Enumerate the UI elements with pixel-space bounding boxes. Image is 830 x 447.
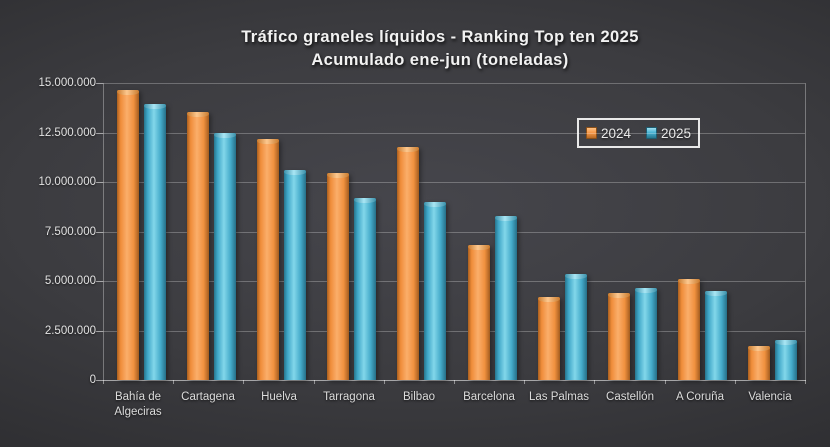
chart-title: Tráfico graneles líquidos - Ranking Top … — [50, 26, 830, 72]
gridline — [103, 133, 805, 134]
legend-label: 2025 — [661, 125, 692, 141]
bar-top-highlight — [565, 274, 587, 280]
bar-2024-barcelona — [468, 245, 490, 380]
bar-2025-bilbao — [424, 201, 446, 380]
gridline — [103, 182, 805, 183]
bar-top-highlight — [678, 279, 700, 284]
legend-marker-icon — [585, 127, 597, 139]
bar-top-highlight — [144, 103, 166, 109]
gridline — [103, 281, 805, 282]
chart-title-line2: Acumulado ene-jun (toneladas) — [311, 51, 569, 69]
gridline — [103, 232, 805, 233]
y-axis-label: 5.000.000 — [44, 275, 96, 287]
x-axis-tick — [594, 380, 595, 384]
x-axis-tick — [735, 380, 736, 384]
y-axis-label: 12.500.000 — [38, 127, 96, 139]
y-axis-tick — [96, 331, 103, 332]
bar-2025-valencia — [775, 340, 797, 380]
x-axis-tick — [314, 380, 315, 384]
x-axis-label: Castellón — [606, 391, 654, 403]
bar-2024-huelva — [257, 139, 279, 380]
bar-top-highlight — [538, 296, 560, 302]
bar-2025-cartagena — [214, 132, 236, 380]
bar-2025-tarragona — [354, 197, 376, 380]
y-axis-label: 15.000.000 — [38, 77, 96, 89]
x-axis-label: Valencia — [748, 391, 792, 403]
legend: 2024 2025 — [577, 118, 700, 148]
x-axis-line — [103, 380, 806, 381]
x-axis-tick — [243, 380, 244, 384]
x-axis-tick — [805, 380, 806, 384]
y-axis-label: 7.500.000 — [44, 226, 96, 238]
y-axis-tick — [96, 133, 103, 134]
bar-2025-las-palmas — [565, 274, 587, 380]
x-axis-label: Huelva — [261, 391, 297, 403]
legend-label: 2024 — [600, 125, 631, 141]
bar-top-highlight — [705, 290, 727, 296]
bar-2024-castellón — [608, 292, 630, 380]
chart-title-line1: Tráfico graneles líquidos - Ranking Top … — [241, 28, 639, 46]
bar-2025-bahía-de-algeciras — [144, 103, 166, 380]
x-axis-label: Barcelona — [463, 391, 515, 403]
bar-2024-las-palmas — [538, 296, 560, 380]
plot-right-border — [805, 83, 806, 380]
bar-top-highlight — [284, 170, 306, 176]
bar-2024-tarragona — [327, 173, 349, 380]
y-axis-tick — [96, 182, 103, 183]
y-axis-label: 0 — [89, 374, 96, 386]
bar-top-highlight — [354, 197, 376, 203]
bar-2025-barcelona — [495, 215, 517, 380]
bar-top-highlight — [327, 173, 349, 179]
y-axis-tick — [96, 232, 103, 233]
legend-entry-2025: 2025 — [646, 126, 691, 141]
bar-top-highlight — [468, 245, 490, 251]
bar-top-highlight — [748, 346, 770, 352]
bar-top-highlight — [635, 287, 657, 293]
x-axis-tick — [524, 380, 525, 384]
x-axis-label: A Coruña — [676, 391, 724, 403]
bar-top-highlight — [424, 201, 446, 207]
bar-2025-huelva — [284, 170, 306, 380]
x-axis-tick — [665, 380, 666, 384]
bar-2024-a-coruña — [678, 279, 700, 380]
y-axis-tick — [96, 380, 103, 381]
bar-2024-bahía-de-algeciras — [117, 89, 139, 380]
x-axis-label: Las Palmas — [528, 391, 590, 403]
x-axis-label: Bahía de Algeciras — [114, 391, 162, 418]
x-axis-tick — [384, 380, 385, 384]
bar-top-highlight — [257, 139, 279, 145]
y-axis-tick — [96, 83, 103, 84]
y-axis-label: 10.000.000 — [38, 176, 96, 188]
bar-top-highlight — [397, 147, 419, 153]
bar-top-highlight — [608, 292, 630, 298]
x-axis-label: Tarragona — [323, 391, 375, 403]
bar-top-highlight — [214, 132, 236, 138]
x-axis-tick — [454, 380, 455, 384]
bar-top-highlight — [775, 340, 797, 346]
x-axis-tick — [173, 380, 174, 384]
bar-2025-a-coruña — [705, 290, 727, 380]
bar-top-highlight — [117, 89, 139, 95]
y-axis-label: 2.500.000 — [44, 325, 96, 337]
gridline — [103, 331, 805, 332]
bar-top-highlight — [187, 111, 209, 117]
bar-2024-cartagena — [187, 111, 209, 380]
x-axis-label: Cartagena — [181, 391, 235, 403]
x-axis-label: Bilbao — [403, 391, 435, 403]
bar-2025-castellón — [635, 287, 657, 380]
bar-2024-valencia — [748, 346, 770, 380]
bar-top-highlight — [495, 215, 517, 221]
gridline — [103, 83, 805, 84]
x-axis-tick — [103, 380, 104, 384]
y-axis-tick — [96, 281, 103, 282]
legend-marker-icon — [646, 127, 657, 139]
bar-2024-bilbao — [397, 147, 419, 380]
legend-entry-2024: 2024 — [585, 125, 631, 141]
y-axis-line — [103, 83, 104, 380]
